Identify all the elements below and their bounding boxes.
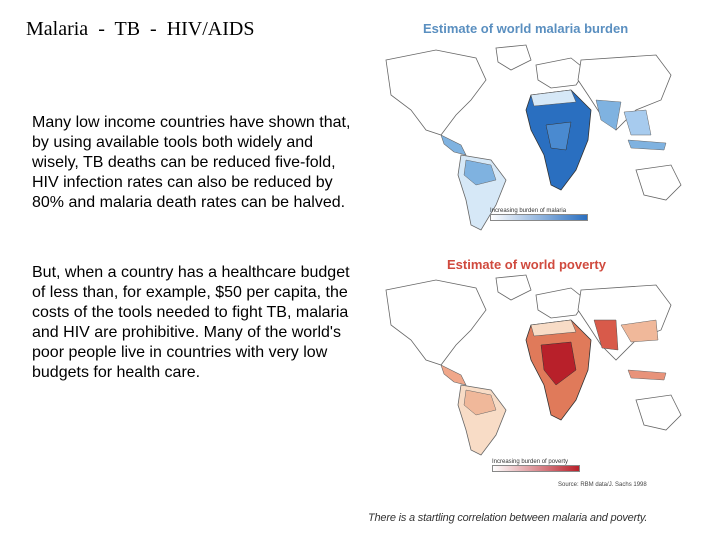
malaria-map-title: Estimate of world malaria burden xyxy=(423,21,629,36)
poverty-legend-label: Increasing burden of poverty xyxy=(492,459,569,465)
map-caption: There is a startling correlation between… xyxy=(368,512,648,524)
malaria-legend-label: Increasing burden of malaria xyxy=(490,208,567,214)
central-america-shape xyxy=(440,134,467,156)
europe-shape xyxy=(535,287,587,319)
australia-shape xyxy=(635,164,682,201)
central-america-shape xyxy=(440,364,467,386)
asia-shape xyxy=(577,284,672,361)
asia-shape xyxy=(577,54,672,131)
poverty-world-map xyxy=(385,274,682,456)
europe-shape xyxy=(535,57,587,89)
poverty-map-title: Estimate of world poverty xyxy=(447,257,606,272)
poverty-source-note: Source: RBM data/J. Sachs 1998 xyxy=(558,482,647,488)
malaria-legend-bar xyxy=(490,214,588,221)
poverty-legend: Increasing burden of poverty xyxy=(492,459,580,472)
malaria-legend: Increasing burden of malaria xyxy=(490,208,588,221)
malaria-world-map xyxy=(385,44,682,231)
body-paragraph-2: But, when a country has a healthcare bud… xyxy=(32,264,350,381)
body-paragraph-1: Many low income countries have shown tha… xyxy=(32,114,351,211)
north-america-shape xyxy=(385,279,487,366)
slide-title: Malaria - TB - HIV/AIDS xyxy=(26,18,255,40)
poverty-legend-bar xyxy=(492,465,580,472)
australia-shape xyxy=(635,394,682,431)
north-america-shape xyxy=(385,49,487,136)
